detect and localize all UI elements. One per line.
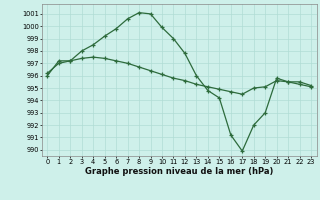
X-axis label: Graphe pression niveau de la mer (hPa): Graphe pression niveau de la mer (hPa) [85, 167, 273, 176]
